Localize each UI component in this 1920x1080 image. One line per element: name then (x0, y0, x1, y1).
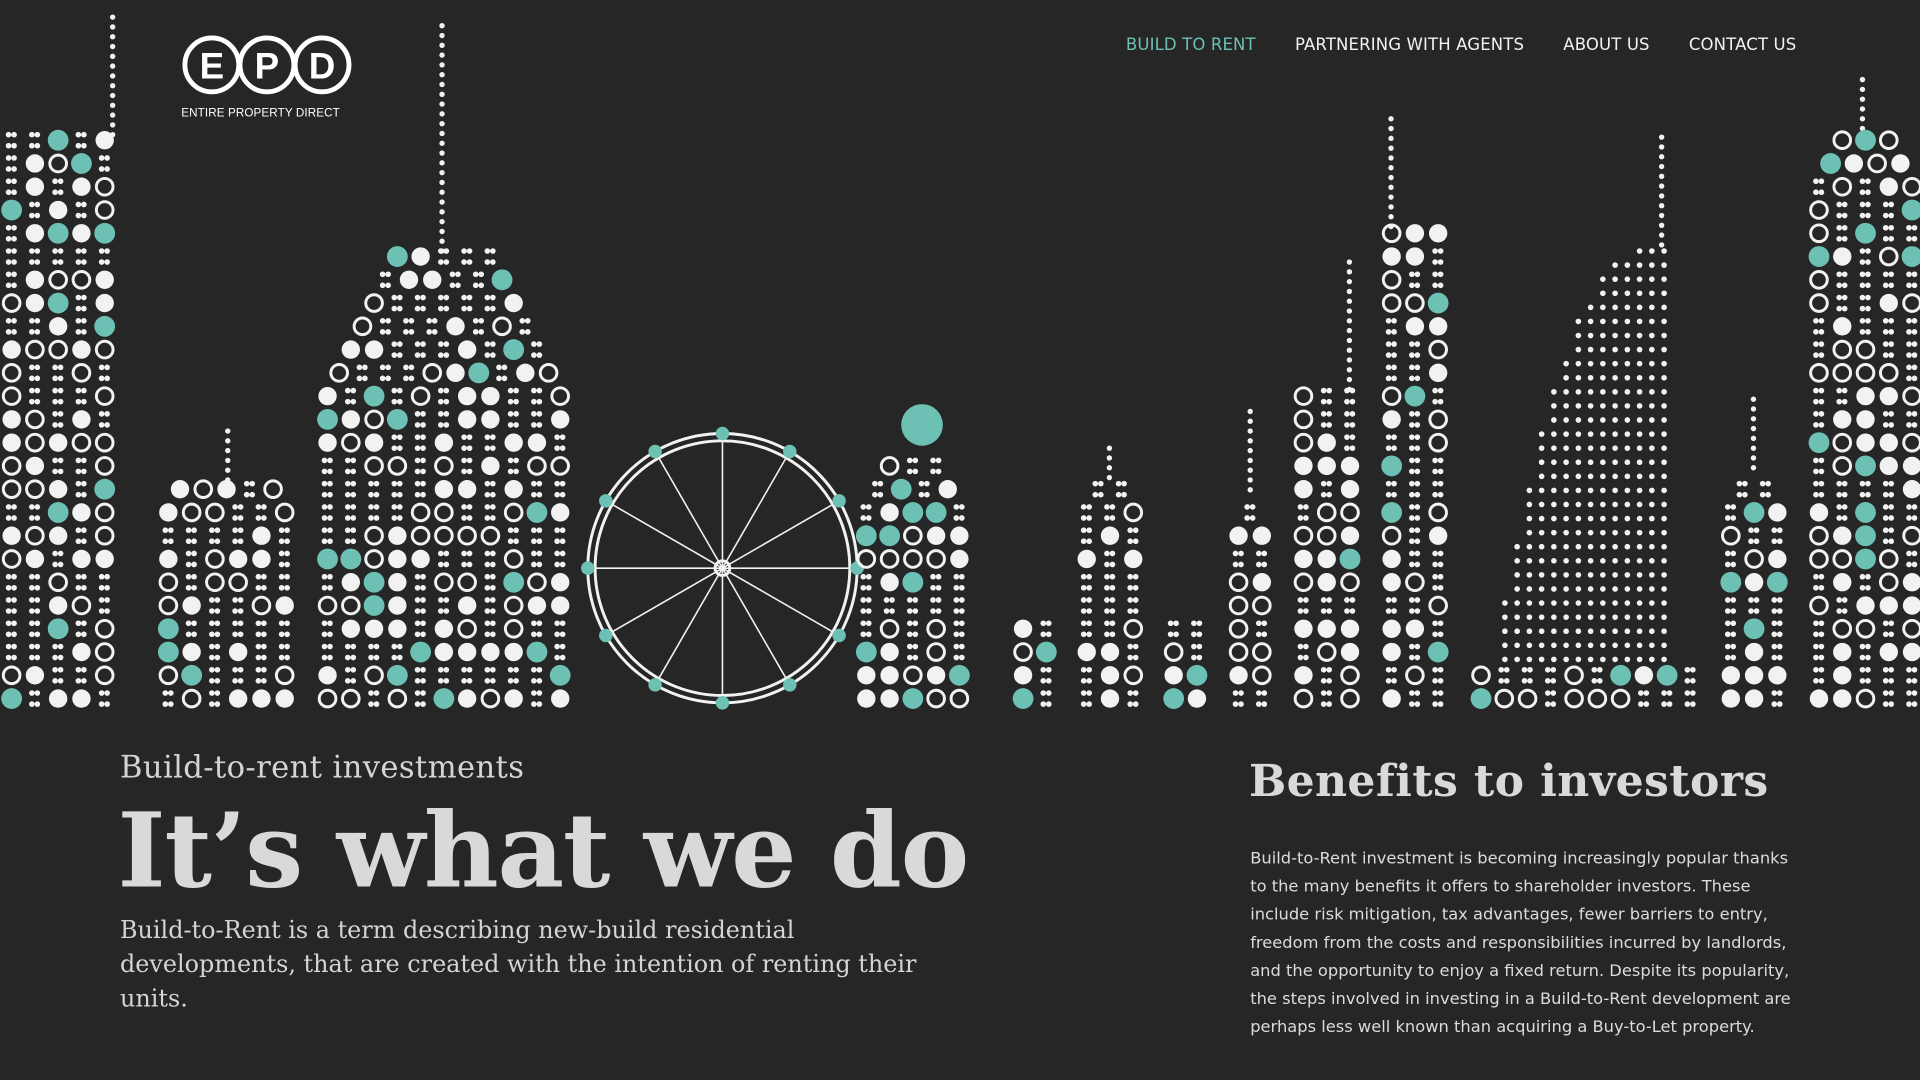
hero-lead: Build-to-Rent is a term describing new-b… (120, 915, 917, 1013)
building-5-top (901, 404, 943, 446)
building-7 (1077, 445, 1144, 708)
logo-tagline: ENTIRE PROPERTY DIRECT (181, 106, 340, 121)
building-14 (1808, 76, 1920, 709)
building-2 (157, 428, 295, 709)
building-1 (1, 14, 116, 709)
ferris-wheel (581, 426, 864, 710)
building-9 (1228, 408, 1272, 707)
nav-partnering-with-agents[interactable]: PARTNERING WITH AGENTS (1294, 35, 1525, 56)
benefits-title: Benefits to investors (1248, 755, 1769, 807)
hero-kicker: Build-to-rent investments (120, 749, 525, 785)
building-3 (317, 23, 571, 709)
benefits-body: Build-to-Rent investment is becoming inc… (1250, 849, 1791, 1038)
skyline-illustration (1, 14, 1920, 710)
building-13 (1720, 396, 1788, 708)
nav-about-us[interactable]: ABOUT US (1563, 35, 1650, 56)
svg-text:D: D (309, 45, 336, 86)
building-12-base (1470, 664, 1696, 709)
nav-contact-us[interactable]: CONTACT US (1688, 35, 1797, 56)
building-6 (1012, 619, 1057, 709)
building-5 (855, 456, 970, 709)
building-10 (1293, 259, 1361, 709)
building-8 (1163, 620, 1208, 709)
building-11 (1381, 116, 1449, 708)
building-12-shard (1502, 134, 1667, 663)
svg-text:E: E (200, 45, 225, 86)
main-nav: BUILD TO RENT PARTNERING WITH AGENTS ABO… (1126, 36, 1796, 56)
nav-build-to-rent[interactable]: BUILD TO RENT (1125, 35, 1256, 56)
hero-title: It’s what we do (117, 789, 970, 912)
svg-text:P: P (255, 45, 280, 86)
